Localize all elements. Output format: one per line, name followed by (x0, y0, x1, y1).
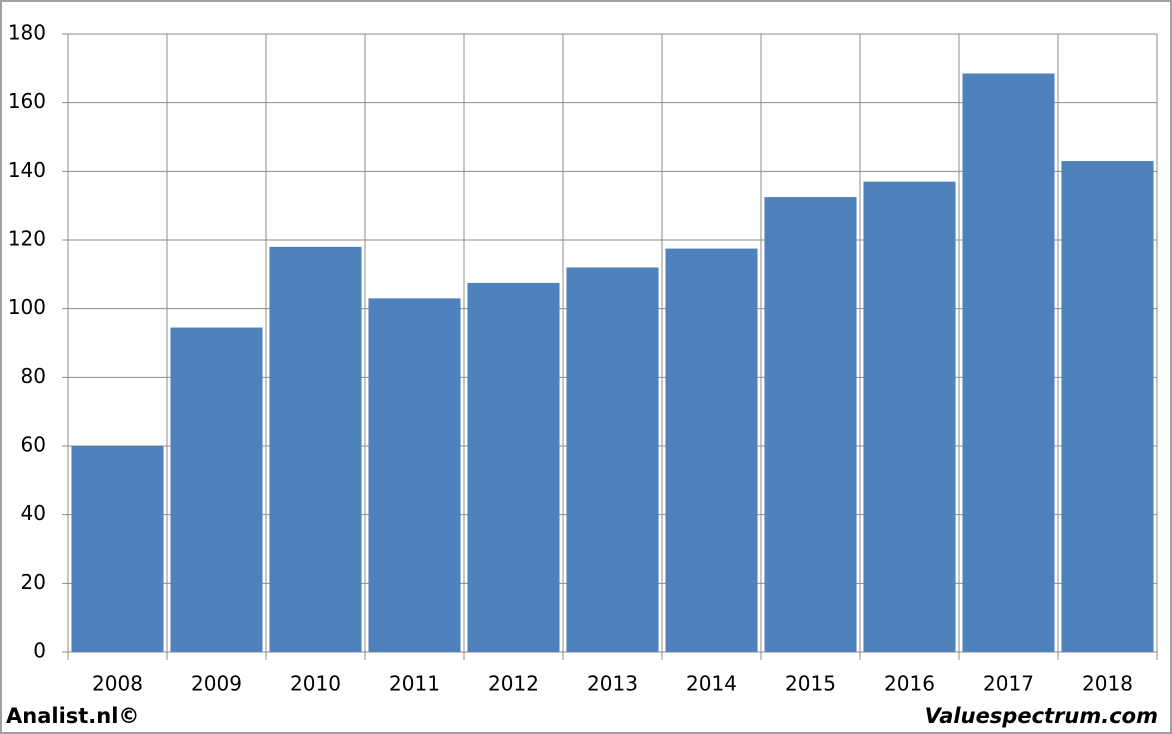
x-tick-label: 2018 (1082, 672, 1133, 696)
y-tick-label: 100 (8, 295, 46, 319)
bar (467, 282, 560, 652)
bar (368, 298, 461, 652)
x-tick-label: 2015 (785, 672, 836, 696)
y-tick-label: 0 (33, 639, 46, 663)
x-tick-label: 2012 (488, 672, 539, 696)
y-tick-label: 20 (21, 570, 46, 594)
bar (170, 327, 263, 652)
bar (665, 248, 758, 653)
credit-right: Valuespectrum.com (925, 704, 1158, 728)
y-tick-label: 140 (8, 158, 46, 182)
x-tick-label: 2016 (884, 672, 935, 696)
y-tick-label: 180 (8, 21, 46, 45)
x-tick-label: 2011 (389, 672, 440, 696)
x-tick-label: 2013 (587, 672, 638, 696)
bar (269, 246, 362, 652)
bar (962, 73, 1055, 652)
x-tick-label: 2014 (686, 672, 737, 696)
y-tick-label: 120 (8, 227, 46, 251)
y-tick-label: 160 (8, 89, 46, 113)
bar (764, 197, 857, 653)
x-tick-label: 2009 (191, 672, 242, 696)
x-tick-label: 2017 (983, 672, 1034, 696)
x-tick-label: 2010 (290, 672, 341, 696)
bar (566, 267, 659, 652)
bar (1061, 161, 1154, 653)
bar (71, 446, 164, 652)
y-tick-label: 80 (21, 364, 46, 388)
credit-left: Analist.nl© (6, 704, 139, 728)
y-tick-label: 60 (21, 433, 46, 457)
x-tick-label: 2008 (92, 672, 143, 696)
y-tick-label: 40 (21, 501, 46, 525)
bar (863, 181, 956, 652)
